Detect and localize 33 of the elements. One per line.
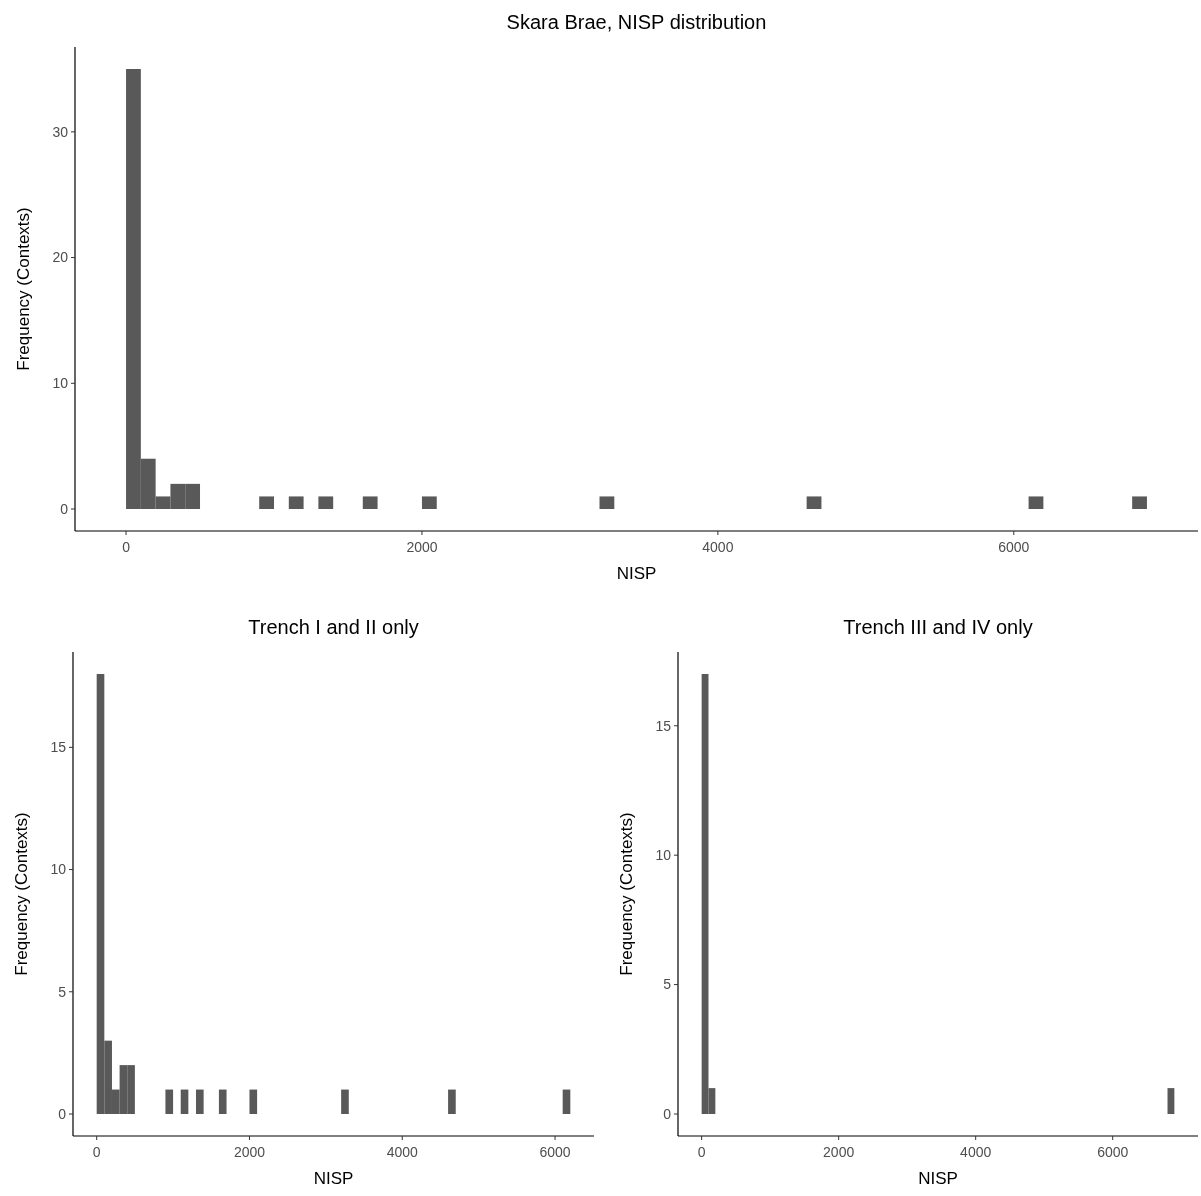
y-tick-label: 20: [52, 249, 69, 266]
y-tick-label: 0: [663, 1105, 672, 1122]
y-tick-label: 30: [52, 123, 69, 140]
x-tick-label: 0: [92, 1144, 101, 1160]
x-axis-title: NISP: [616, 564, 657, 583]
x-tick-label: 4000: [386, 1144, 419, 1160]
x-tick-label: 4000: [960, 1144, 992, 1160]
y-tick-label: 10: [655, 847, 672, 864]
x-tick-label: 0: [122, 539, 131, 555]
y-tick-label: 10: [52, 375, 69, 392]
y-axis-title: Frequency (Contexts): [14, 207, 33, 371]
x-tick-label: 6000: [998, 539, 1030, 555]
x-axis-title: NISP: [918, 1169, 958, 1188]
x-tick-label: 2000: [406, 539, 438, 555]
chart-title: Trench III and IV only: [843, 616, 1033, 638]
y-tick-label: 0: [58, 1105, 67, 1122]
x-tick-label: 6000: [539, 1144, 571, 1160]
y-axis-title: Frequency (Contexts): [617, 812, 636, 976]
x-tick-label: 6000: [1097, 1144, 1129, 1160]
chart-title: Trench I and II only: [248, 616, 419, 638]
x-tick-label: 4000: [702, 539, 734, 555]
y-tick-label: 0: [60, 500, 69, 517]
x-tick-label: 0: [697, 1144, 706, 1160]
x-tick-label: 2000: [823, 1144, 855, 1160]
y-tick-label: 15: [50, 739, 67, 756]
x-axis-title: NISP: [313, 1169, 354, 1188]
y-tick-label: 10: [50, 861, 67, 878]
chart-title: Skara Brae, NISP distribution: [506, 11, 767, 33]
y-axis-title: Frequency (Contexts): [12, 812, 31, 976]
y-tick-label: 15: [655, 717, 672, 734]
x-tick-label: 2000: [233, 1144, 266, 1160]
y-tick-label: 5: [663, 976, 672, 993]
y-tick-label: 5: [58, 983, 67, 1000]
